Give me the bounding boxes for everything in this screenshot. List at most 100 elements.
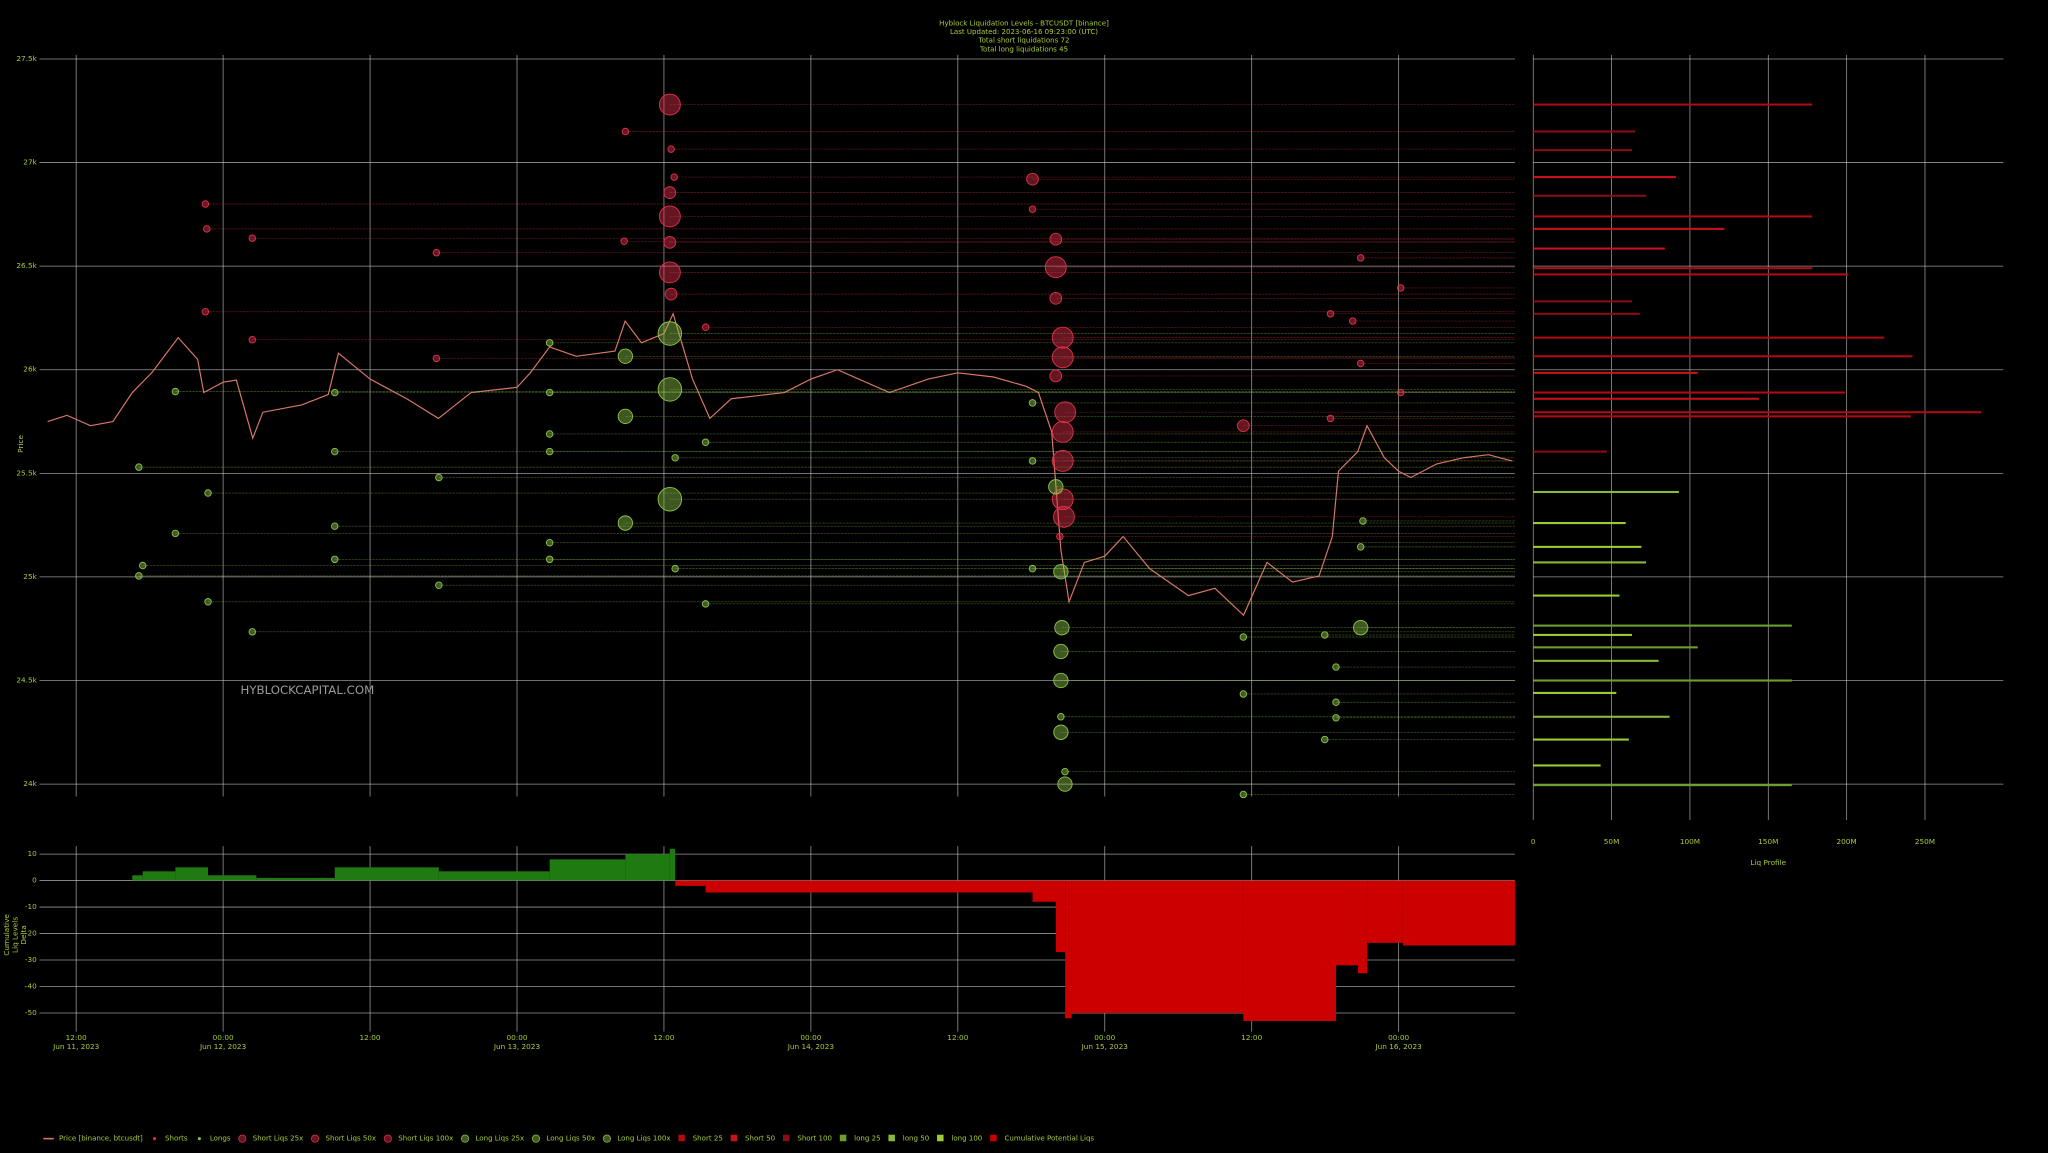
liq-bubble bbox=[135, 463, 143, 471]
x-tick-label: 12:00 bbox=[1241, 1033, 1262, 1042]
liq-bubble bbox=[203, 225, 211, 233]
profile-bar bbox=[1533, 312, 1640, 315]
liq-bubble bbox=[620, 237, 628, 246]
legend-label: Short Liqs 50x bbox=[326, 1134, 377, 1143]
liq-bubble bbox=[171, 529, 180, 538]
profile-bar bbox=[1533, 300, 1632, 303]
liq-bubble bbox=[545, 555, 554, 564]
chart-title: Total long liquidations 45 bbox=[979, 44, 1068, 53]
liq-bubble bbox=[1053, 724, 1069, 740]
profile-bar bbox=[1533, 355, 1913, 358]
profile-bar bbox=[1533, 522, 1626, 525]
profile-bar bbox=[1533, 679, 1792, 682]
delta-step bbox=[669, 848, 676, 881]
x-tick-sublabel: Jun 12, 2023 bbox=[199, 1042, 247, 1051]
delta-step bbox=[1032, 880, 1056, 902]
x-axis-label: Liq Profile bbox=[1750, 858, 1786, 867]
liq-bubble bbox=[617, 348, 634, 364]
legend-label: Long Liqs 100x bbox=[617, 1134, 670, 1143]
profile-bar bbox=[1533, 397, 1759, 400]
legend-label: Long Liqs 50x bbox=[546, 1134, 595, 1143]
legend-symbol bbox=[461, 1134, 470, 1143]
liq-bubble bbox=[1332, 663, 1340, 671]
delta-step bbox=[438, 871, 550, 881]
legend-label: long 50 bbox=[903, 1134, 930, 1143]
liq-bubble bbox=[1057, 713, 1065, 721]
liq-bubble bbox=[1396, 388, 1405, 397]
profile-bar bbox=[1533, 764, 1601, 767]
liq-bubble bbox=[201, 308, 210, 316]
y-tick-label: 25k bbox=[23, 572, 37, 581]
liq-bubble bbox=[671, 454, 679, 462]
x-tick-sublabel: Jun 13, 2023 bbox=[493, 1042, 541, 1051]
profile-bar bbox=[1533, 149, 1632, 152]
x-tick-label: 50M bbox=[1604, 837, 1620, 846]
profile-bar bbox=[1533, 130, 1636, 133]
delta-step bbox=[549, 859, 626, 881]
liq-bubble bbox=[248, 628, 257, 636]
x-tick-sublabel: Jun 16, 2023 bbox=[1375, 1042, 1423, 1051]
delta-step bbox=[175, 867, 209, 881]
legend-symbol bbox=[990, 1134, 997, 1142]
liq-bubble bbox=[545, 430, 554, 438]
liq-bubble bbox=[1051, 449, 1074, 472]
delta-step bbox=[1065, 880, 1072, 1019]
liq-bubble bbox=[1054, 620, 1070, 636]
profile-bar bbox=[1533, 411, 1982, 414]
profile-bar bbox=[1533, 267, 1813, 270]
y-tick-label: 0 bbox=[32, 876, 37, 885]
x-tick-label: 12:00 bbox=[947, 1033, 968, 1042]
liq-bubble bbox=[1049, 291, 1063, 305]
liq-bubble bbox=[671, 564, 679, 573]
liq-bubble bbox=[657, 487, 683, 512]
profile-bar bbox=[1533, 336, 1885, 339]
legend-label: long 25 bbox=[854, 1134, 880, 1143]
liq-bubble bbox=[1049, 232, 1063, 246]
liq-bubble bbox=[667, 145, 675, 153]
delta-step bbox=[334, 867, 439, 881]
legend-label: Short 100 bbox=[797, 1134, 832, 1143]
liq-bubble bbox=[1237, 419, 1250, 433]
x-tick-label: 00:00 bbox=[800, 1033, 821, 1042]
liq-bubble bbox=[331, 388, 339, 397]
y-tick-label: 24k bbox=[23, 779, 37, 788]
y-tick-label: -40 bbox=[25, 982, 37, 991]
legend-label: Cumulative Potential Liqs bbox=[1005, 1134, 1095, 1143]
profile-bar bbox=[1533, 646, 1698, 649]
liq-bubble bbox=[1326, 414, 1335, 423]
liq-bubble bbox=[1321, 735, 1329, 744]
liq-bubble bbox=[657, 321, 683, 346]
profile-bar bbox=[1533, 391, 1846, 394]
liq-bubble bbox=[204, 489, 212, 497]
liq-bubble bbox=[248, 234, 257, 242]
x-tick-sublabel: Jun 14, 2023 bbox=[787, 1042, 835, 1051]
y-tick-label: -30 bbox=[25, 955, 37, 964]
y-tick-label: 25.5k bbox=[16, 468, 37, 477]
y-axis-label: Price bbox=[16, 435, 25, 453]
profile-bar bbox=[1533, 415, 1911, 418]
liq-bubble bbox=[1056, 532, 1064, 541]
profile-bar bbox=[1533, 194, 1647, 197]
liq-bubble bbox=[1028, 564, 1037, 573]
x-tick-label: 00:00 bbox=[506, 1033, 527, 1042]
legend-label: Price [binance, btcusdt] bbox=[59, 1134, 143, 1143]
y-tick-label: 27.5k bbox=[16, 54, 37, 63]
liq-bubble bbox=[248, 335, 257, 344]
legend-label: long 100 bbox=[951, 1134, 982, 1143]
liq-bubble bbox=[1051, 420, 1074, 443]
y-tick-label: 24.5k bbox=[16, 676, 37, 685]
profile-bar bbox=[1533, 715, 1670, 718]
delta-step bbox=[256, 877, 335, 881]
delta-step bbox=[675, 880, 706, 886]
profile-bar bbox=[1533, 450, 1607, 453]
legend-symbol bbox=[782, 1134, 790, 1142]
liq-bubble bbox=[701, 323, 710, 331]
liq-bubble bbox=[1332, 698, 1340, 706]
legend-symbol bbox=[888, 1134, 895, 1142]
liq-bubble bbox=[701, 438, 710, 446]
profile-bar bbox=[1533, 738, 1629, 741]
profile-bar bbox=[1533, 247, 1665, 250]
liq-bubble bbox=[1028, 457, 1037, 465]
liq-bubble bbox=[1239, 633, 1248, 641]
